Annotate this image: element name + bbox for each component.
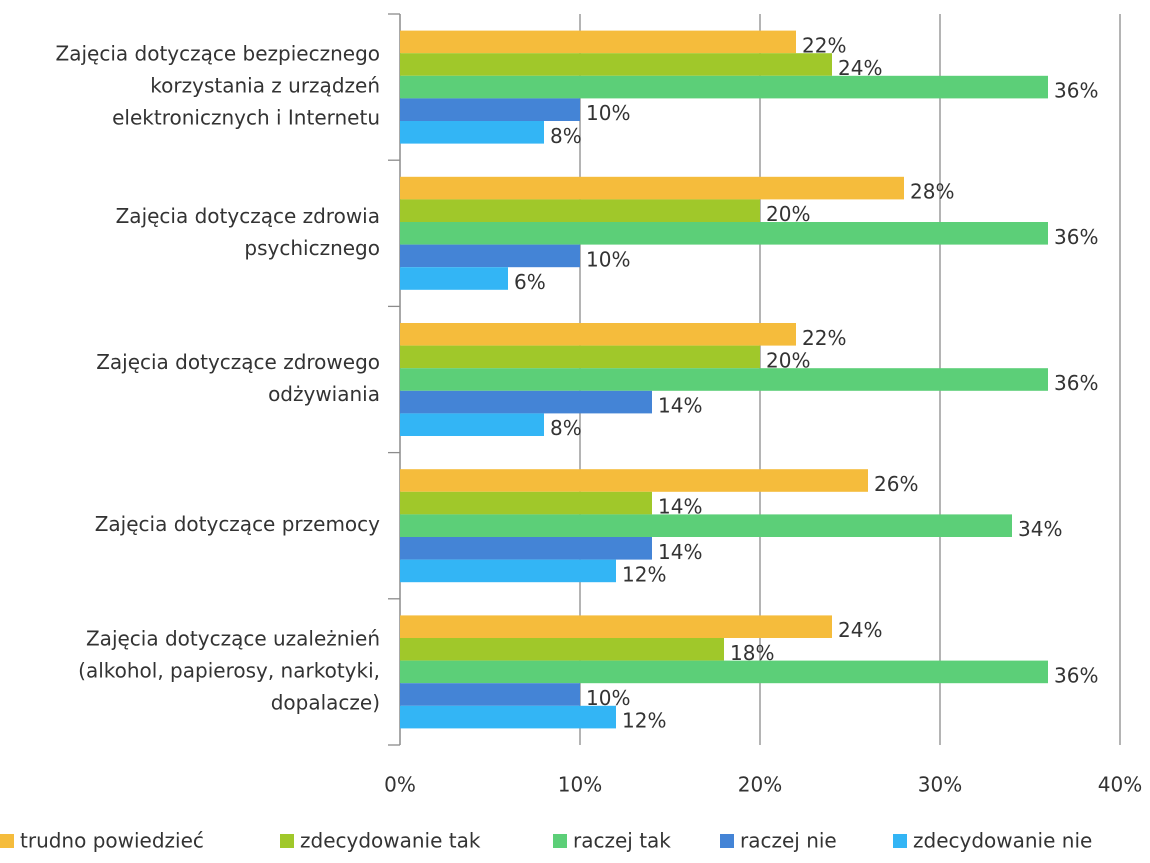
category-label: psychicznego: [244, 236, 380, 260]
category-label: elektronicznych i Internetu: [112, 106, 380, 130]
bar: [400, 514, 1012, 537]
legend-swatch: [720, 834, 734, 848]
bar: [400, 121, 544, 144]
data-label: 28%: [910, 180, 954, 204]
bar: [400, 559, 616, 583]
bar: [400, 660, 1048, 684]
category-label: Zajęcia dotyczące zdrowia: [116, 204, 380, 228]
bar: [400, 222, 1048, 245]
bar: [400, 469, 868, 492]
bar: [400, 53, 832, 76]
x-tick-label: 0%: [384, 773, 416, 797]
legend-label: raczej nie: [740, 829, 837, 853]
legend-swatch: [0, 834, 14, 848]
data-label: 14%: [658, 540, 702, 564]
legend-label: raczej tak: [573, 829, 671, 853]
bar: [400, 413, 544, 436]
bar: [400, 345, 760, 369]
category-label: Zajęcia dotyczące przemocy: [95, 512, 380, 536]
category-label: Zajęcia dotyczące uzależnień: [86, 626, 380, 650]
data-label: 22%: [802, 326, 846, 350]
category-label: Zajęcia dotyczące bezpiecznego: [56, 42, 380, 66]
data-label: 12%: [622, 562, 666, 586]
bar: [400, 638, 724, 661]
data-label: 10%: [586, 247, 630, 271]
legend-swatch: [553, 834, 567, 848]
bar: [400, 30, 796, 54]
x-tick-label: 20%: [738, 773, 782, 797]
data-label: 26%: [874, 472, 918, 496]
category-label: korzystania z urządzeń: [150, 74, 380, 98]
bar: [400, 244, 580, 268]
bar: [400, 615, 832, 638]
bar: [400, 267, 508, 290]
data-label: 14%: [658, 495, 702, 519]
data-label: 14%: [658, 394, 702, 418]
data-label: 36%: [1054, 225, 1098, 249]
data-label: 34%: [1018, 517, 1062, 541]
data-label: 12%: [622, 709, 666, 733]
category-label: dopalacze): [271, 690, 380, 714]
legend-swatch: [280, 834, 294, 848]
data-label: 36%: [1054, 371, 1098, 395]
bar: [400, 705, 616, 729]
category-label: odżywiania: [268, 382, 380, 406]
bar: [400, 368, 1048, 391]
bar: [400, 537, 652, 560]
data-label: 24%: [838, 618, 882, 642]
data-label: 8%: [550, 124, 582, 148]
bar: [400, 683, 580, 706]
x-tick-label: 10%: [558, 773, 602, 797]
category-label: (alkohol, papierosy, narkotyki,: [78, 658, 380, 682]
bar: [400, 98, 580, 121]
data-label: 36%: [1054, 663, 1098, 687]
data-label: 10%: [586, 101, 630, 125]
legend-label: zdecydowanie tak: [300, 829, 481, 853]
category-label: Zajęcia dotyczące zdrowego: [96, 350, 380, 374]
bar: [400, 491, 652, 515]
legend-label: zdecydowanie nie: [913, 829, 1092, 853]
legend-swatch: [893, 834, 907, 848]
x-tick-label: 40%: [1098, 773, 1142, 797]
bar: [400, 199, 760, 222]
legend-label: trudno powiedzieć: [20, 829, 204, 853]
bar: [400, 75, 1048, 99]
x-tick-label: 30%: [918, 773, 962, 797]
bar: [400, 390, 652, 414]
data-label: 8%: [550, 416, 582, 440]
bar: [400, 323, 796, 346]
data-label: 6%: [514, 270, 546, 294]
data-label: 36%: [1054, 79, 1098, 103]
bar: [400, 176, 904, 200]
